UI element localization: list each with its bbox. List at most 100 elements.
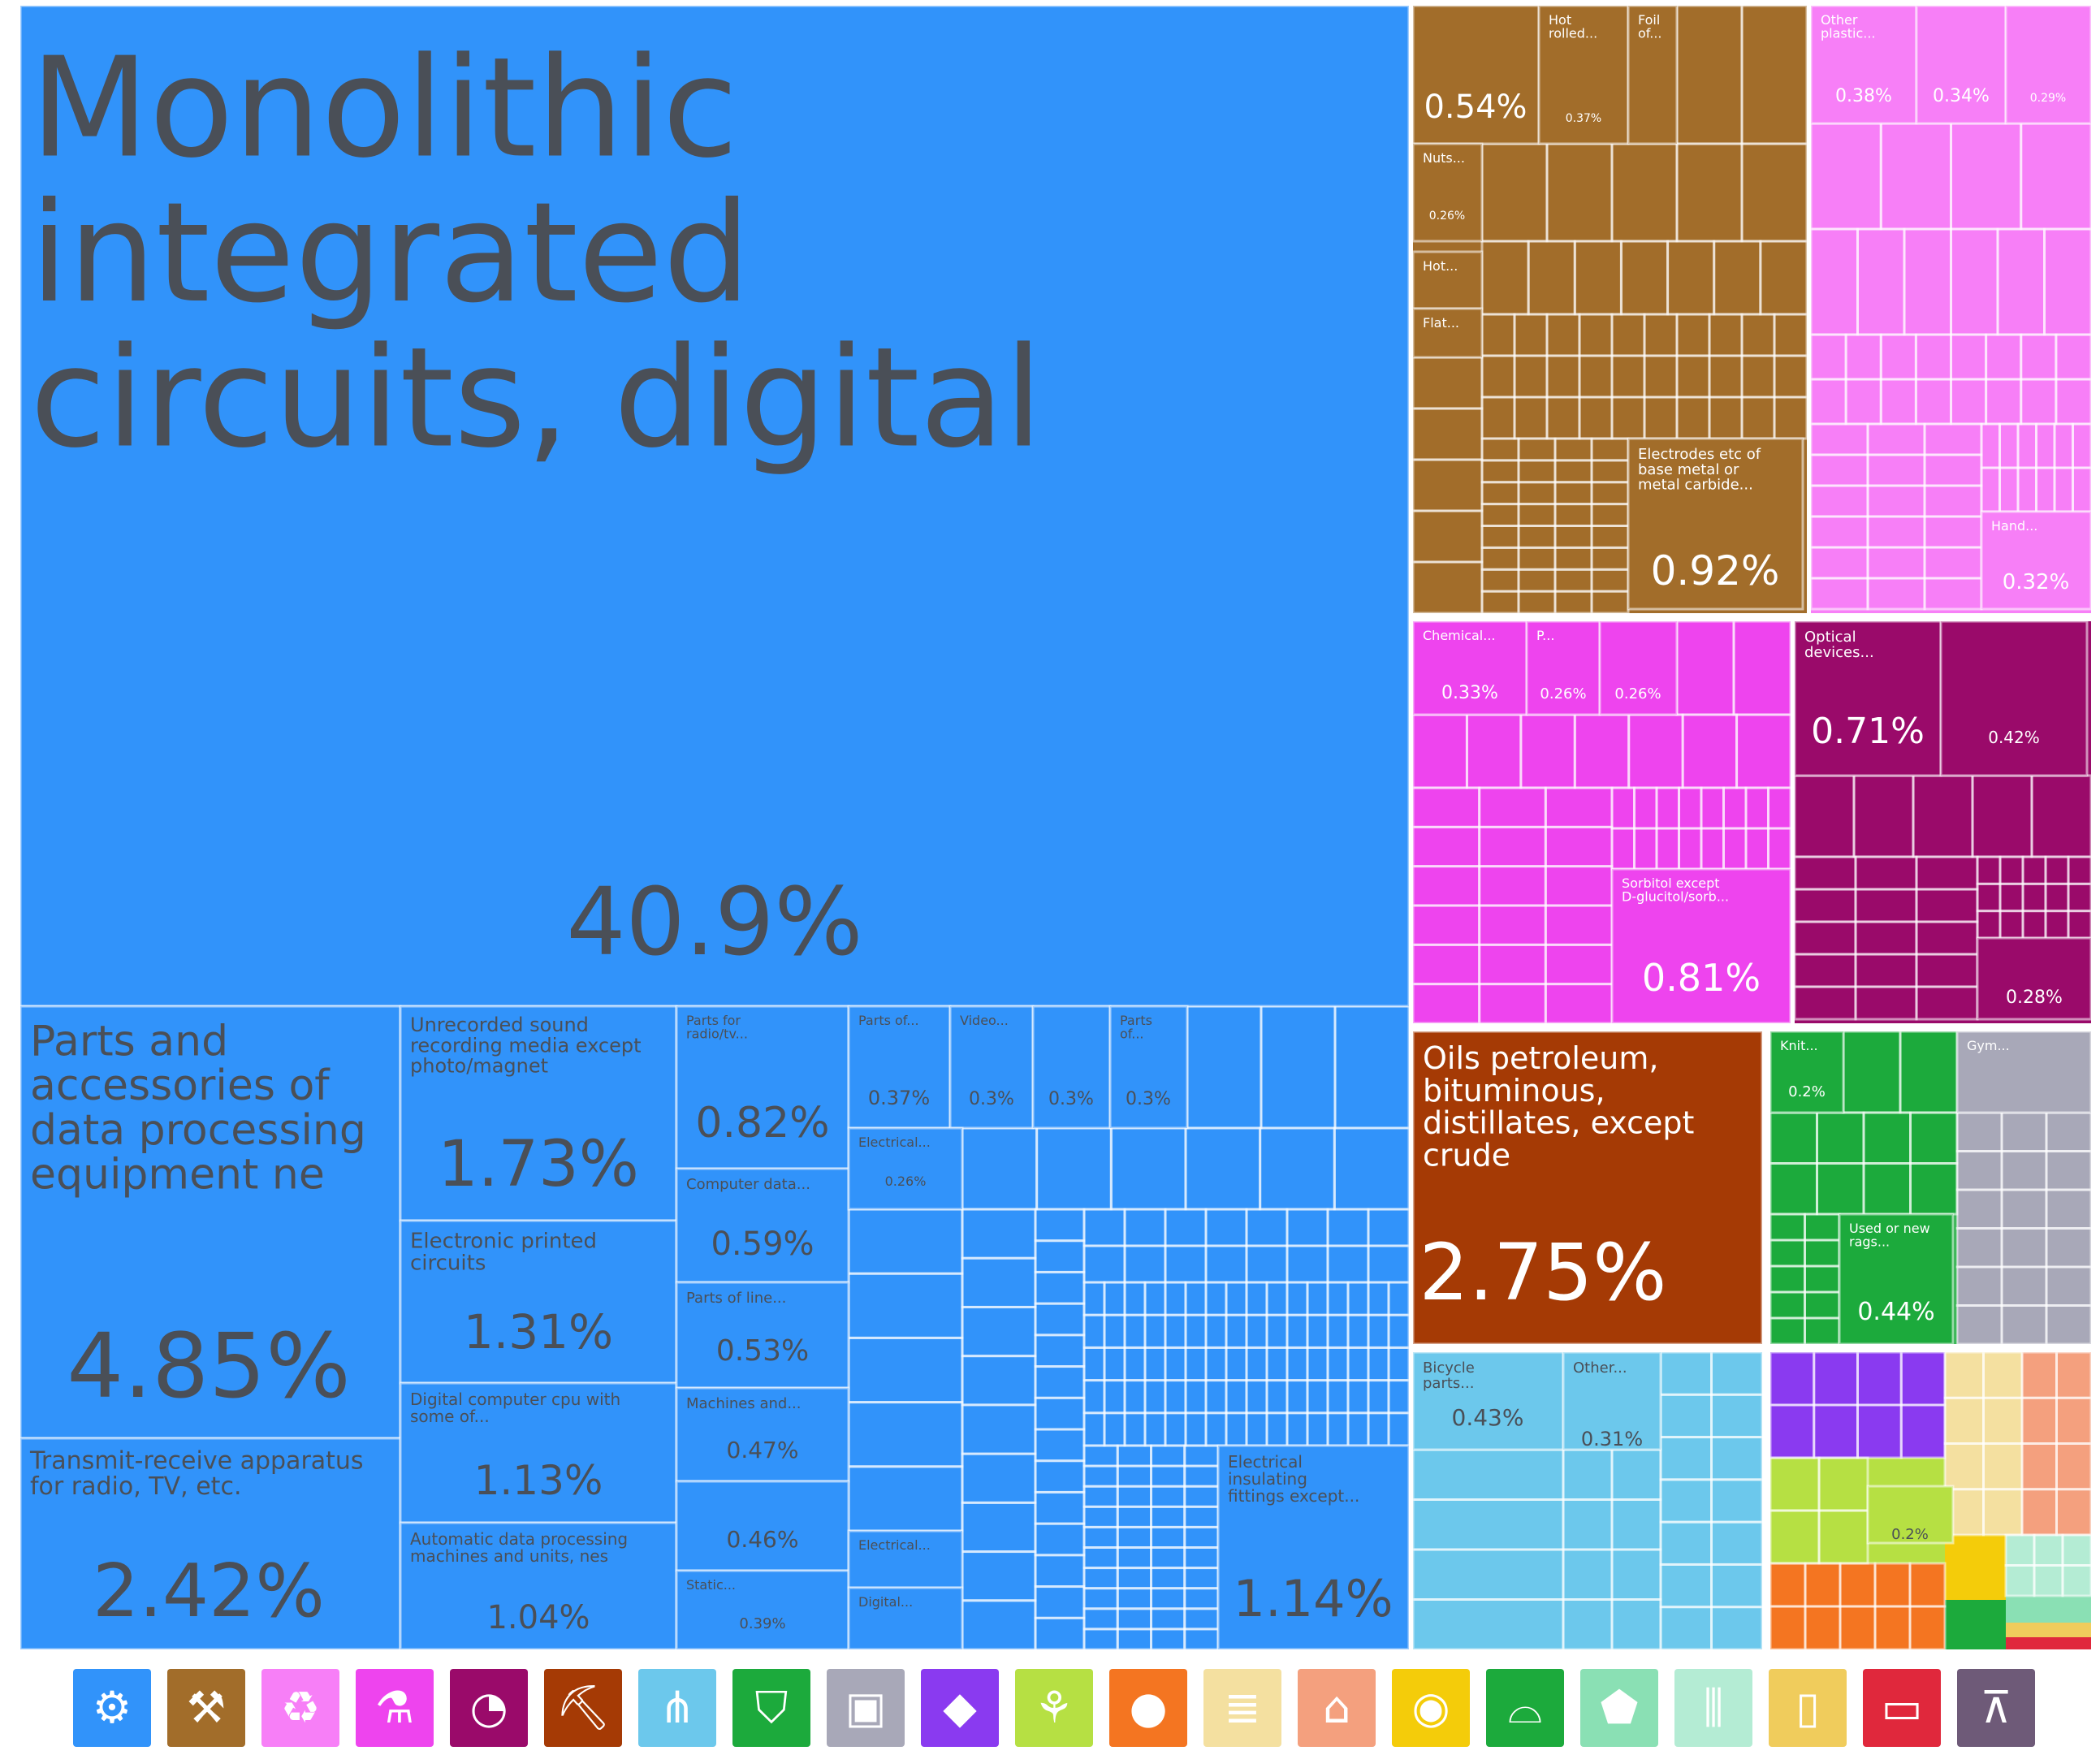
shirt-icon: ⛉ <box>732 1669 810 1747</box>
treemap-tile: Parts of... 0.37% <box>847 1005 952 1130</box>
wheat-icon: ⚘ <box>1015 1669 1093 1747</box>
tile-rect <box>1939 620 2089 777</box>
tile-label-line: of... <box>1120 1027 1144 1042</box>
tile-rect <box>847 1529 964 1589</box>
treemap-tile: 0.42% <box>1939 620 2089 777</box>
tile-rect <box>1411 142 1484 243</box>
tile-rect <box>675 1569 850 1651</box>
treemap-tile: Digital... <box>847 1586 964 1651</box>
meat-icon: ● <box>1109 1669 1187 1747</box>
tile-label-line: Video... <box>960 1013 1009 1028</box>
easel-icon: ⊼ <box>1957 1669 2035 1747</box>
tile-label-line: circuits <box>410 1251 486 1276</box>
tile-rect <box>1627 437 1804 611</box>
tile-label-line: distillates, except <box>1423 1105 1694 1141</box>
tile-value: 4.85% <box>67 1314 350 1418</box>
tile-value: 0.31% <box>1581 1428 1643 1450</box>
treemap-tile: Flat... <box>1411 307 1484 359</box>
tile-value: 0.26% <box>885 1174 927 1189</box>
tile-label-line: Bicycle <box>1423 1359 1475 1377</box>
treemap-tile: 0.54% <box>1411 4 1540 145</box>
tile-label-line: Parts <box>1120 1013 1152 1028</box>
tile-value: 2.75% <box>1419 1227 1667 1318</box>
tile-rect <box>675 1480 850 1572</box>
tile-value: 0.26% <box>1540 685 1586 702</box>
tile-label-line: Used or new <box>1849 1221 1930 1236</box>
tile-value: 0.46% <box>727 1526 799 1553</box>
tile-label-line: P... <box>1536 628 1554 643</box>
tile-value: 0.53% <box>716 1334 809 1368</box>
lamp-icon: ▯ <box>1769 1669 1847 1747</box>
tile-value: 0.39% <box>739 1615 785 1632</box>
tile-rect <box>19 1005 402 1440</box>
gem-icon: ◆ <box>921 1669 999 1747</box>
fruit-icon: ◉ <box>1392 1669 1470 1747</box>
treemap-tile: Foilof... <box>1627 4 1679 145</box>
tile-rect <box>1769 1030 1845 1114</box>
minor-product-cell <box>1710 1606 1764 1651</box>
tile-rect <box>1411 1030 1764 1346</box>
tile-value: 0.32% <box>2003 570 2070 594</box>
tile-label-line: rolled... <box>1549 26 1597 41</box>
hide-icon: ⬟ <box>1580 1669 1658 1747</box>
tile-value: 0.3% <box>969 1089 1014 1109</box>
tile-label-line: Machines and... <box>686 1395 801 1412</box>
tile-label-line: Automatic data processing <box>410 1529 628 1549</box>
tile-label-line: equipment ne <box>30 1150 325 1199</box>
tile-value: 0.44% <box>1857 1298 1934 1326</box>
tile-label-line: Electrical... <box>858 1135 931 1150</box>
tile-rect <box>1610 867 1792 1025</box>
shoe-icon: ⌓ <box>1486 1669 1564 1747</box>
tile-label-line: Nuts... <box>1423 150 1465 166</box>
treemap-tile: 0.46% <box>675 1480 850 1572</box>
ticket-icon: ▭ <box>1863 1669 1941 1747</box>
treemap-tile: Chemical... 0.33% <box>1411 620 1528 716</box>
tile-rect <box>1627 4 1679 145</box>
tile-label-line: for radio, TV, etc. <box>30 1472 241 1501</box>
tile-label-line: Optical <box>1804 629 1856 646</box>
tile-label-line: circuits, digital <box>30 318 1043 479</box>
tile-label-line: Hot <box>1549 12 1571 28</box>
treemap-tile: 0.29% <box>2004 4 2093 125</box>
tile-label-line: Sorbitol except <box>1622 875 1720 891</box>
category-region <box>2006 1637 2091 1649</box>
pickaxe-icon: ⛏ <box>544 1669 622 1747</box>
tile-rect <box>1838 1213 1955 1346</box>
tile-value: 0.26% <box>1429 210 1465 223</box>
tile-value: 0.43% <box>1452 1404 1524 1431</box>
tile-value: 0.28% <box>2006 988 2063 1008</box>
tile-label-line: Hand... <box>1991 518 2037 534</box>
tile-value: 0.71% <box>1811 711 1925 752</box>
category-legend: ⚙ ⚒ ♻ ⚗ ◔ ⛏ ⋔ ⛉ ▣ ◆ ⚘ ● ≣ ⌂ ◉ ⌓ ⬟ ⫼ ▯ ▭ ⊼ <box>73 1669 2038 1750</box>
tile-value: 40.9% <box>566 868 862 977</box>
treemap-tile: 0.3% <box>1031 1005 1112 1130</box>
tile-label-line: base metal or <box>1638 461 1739 478</box>
tile-label-line: Unrecorded sound <box>410 1014 589 1036</box>
tile-value: 1.14% <box>1234 1569 1394 1628</box>
tile-label-line: Digital... <box>858 1594 913 1610</box>
treemap-tile: P... 0.26% <box>1525 620 1601 716</box>
tile-value: 1.31% <box>464 1304 613 1359</box>
tile-label-line: Parts for <box>686 1013 741 1028</box>
tile-rect <box>19 4 1411 1008</box>
tile-rect <box>399 1381 678 1524</box>
treemap-tile: Machines and... 0.47% <box>675 1386 850 1483</box>
tile-label-line: Electrodes etc of <box>1638 446 1761 463</box>
tile-label-line: Oils petroleum, <box>1423 1040 1658 1076</box>
road-icon: ⋔ <box>638 1669 716 1747</box>
category-region <box>1945 1535 2006 1600</box>
tile-label-line: parts... <box>1423 1375 1474 1392</box>
treemap-tile: 0.28% <box>1976 936 2093 1021</box>
treemap-tile: Knit... 0.2% <box>1769 1030 1845 1114</box>
flask-icon: ⚗ <box>356 1669 434 1747</box>
tile-value: 0.3% <box>1126 1089 1171 1109</box>
tile-label-line: crude <box>1423 1138 1510 1174</box>
